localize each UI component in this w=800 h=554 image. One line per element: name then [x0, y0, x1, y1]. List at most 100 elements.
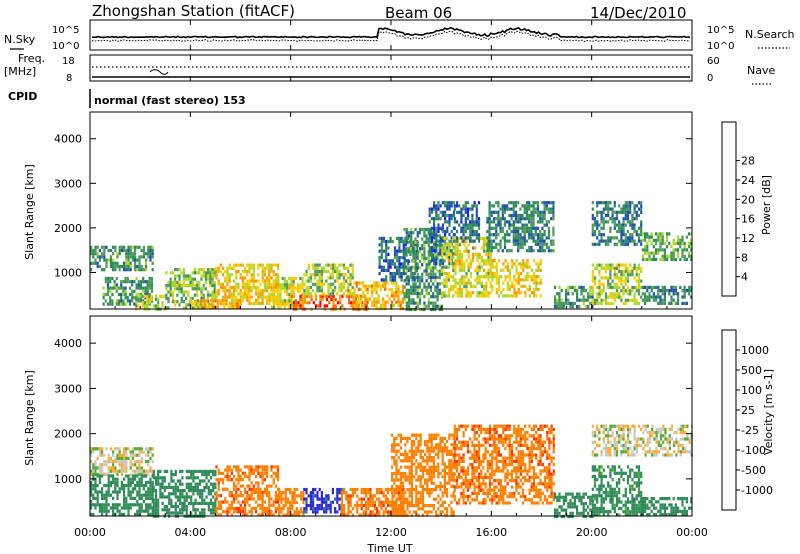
heatmap-cell: [384, 281, 387, 285]
heatmap-cell: [582, 289, 585, 293]
heatmap-cell: [129, 248, 132, 253]
heatmap-cell: [128, 292, 132, 297]
heatmap-cell: [604, 201, 608, 205]
heatmap-cell: [421, 256, 424, 260]
heatmap-cell: [194, 501, 197, 505]
heatmap-cell: [193, 271, 196, 275]
heatmap-cell: [446, 207, 449, 211]
heatmap-cell: [591, 273, 594, 277]
heatmap-cell: [417, 462, 420, 466]
heatmap-cell: [140, 484, 143, 488]
heatmap-cell: [248, 471, 251, 475]
heatmap-cell: [506, 265, 509, 269]
heatmap-cell: [154, 492, 158, 496]
heatmap-cell: [233, 510, 236, 514]
heatmap-cell: [618, 266, 621, 270]
heatmap-cell: [620, 269, 623, 274]
heatmap-cell: [490, 245, 493, 250]
heatmap-cell: [476, 294, 479, 298]
heatmap-cell: [552, 207, 555, 211]
heatmap-cell: [622, 273, 625, 277]
heatmap-cell: [90, 472, 93, 476]
heatmap-cell: [239, 289, 242, 293]
heatmap-cell: [239, 298, 242, 302]
heatmap-cell: [244, 292, 247, 296]
heatmap-cell: [113, 283, 116, 287]
heatmap-cell: [266, 263, 269, 267]
heatmap-cell: [519, 207, 522, 211]
heatmap-cell: [252, 468, 255, 472]
heatmap-cell: [250, 465, 253, 469]
heatmap-cell: [425, 266, 428, 270]
heatmap-cell: [120, 463, 123, 467]
heatmap-cell: [464, 223, 467, 227]
heatmap-cell: [168, 498, 171, 502]
heatmap-cell: [539, 262, 542, 266]
heatmap-cell: [429, 288, 433, 292]
heatmap-cell: [624, 263, 627, 267]
heatmap-cell: [192, 479, 195, 483]
heatmap-cell: [631, 213, 634, 218]
heatmap-cell: [640, 229, 643, 234]
heatmap-cell: [105, 500, 108, 504]
heatmap-cell: [90, 503, 93, 507]
heatmap-cell: [228, 279, 231, 283]
heatmap-cell: [215, 506, 218, 511]
heatmap-cell: [415, 465, 418, 469]
heatmap-cell: [96, 447, 99, 451]
heatmap-cell: [207, 290, 210, 294]
heatmap-cell: [415, 488, 418, 492]
heatmap-cell: [257, 465, 260, 469]
heatmap-cell: [659, 295, 662, 299]
heatmap-cell: [241, 500, 244, 504]
heatmap-cell: [305, 487, 308, 492]
heatmap-cell: [450, 256, 453, 260]
heatmap-cell: [508, 249, 511, 253]
heatmap-cell: [320, 491, 323, 495]
heatmap-cell: [334, 510, 337, 514]
heatmap-cell: [395, 436, 398, 440]
heatmap-cell: [196, 476, 199, 480]
heatmap-cell: [659, 257, 662, 262]
heatmap-cell: [604, 263, 608, 267]
heatmap-cell: [142, 493, 145, 497]
heatmap-cell: [539, 220, 542, 224]
heatmap-cell: [441, 291, 444, 295]
heatmap-cell: [447, 294, 450, 298]
heatmap-cell: [437, 201, 440, 205]
heatmap-cell: [290, 299, 293, 303]
heatmap-cell: [598, 292, 601, 296]
heatmap-cell: [307, 289, 310, 293]
heatmap-cell: [292, 299, 295, 303]
heatmap-cell: [666, 238, 669, 242]
heatmap-cell: [530, 236, 533, 240]
heatmap-cell: [412, 282, 415, 286]
heatmap-cell: [395, 443, 398, 447]
heatmap-cell: [281, 302, 284, 306]
heatmap-cell: [514, 201, 518, 205]
heatmap-cell: [486, 220, 489, 224]
heatmap-cell: [146, 286, 149, 290]
heatmap-cell: [434, 275, 437, 280]
heatmap-cell: [407, 304, 411, 308]
heatmap-cell: [185, 505, 188, 509]
heatmap-cell: [450, 204, 453, 208]
heatmap-cell: [382, 513, 385, 517]
heatmap-cell: [679, 245, 682, 249]
heatmap-cell: [261, 468, 264, 472]
heatmap-cell: [325, 500, 328, 504]
heatmap-cell: [432, 291, 435, 296]
heatmap-cell: [257, 497, 260, 501]
heatmap-cell: [172, 473, 175, 477]
heatmap-cell: [239, 468, 242, 472]
heatmap-cell: [212, 485, 215, 489]
heatmap-cell: [138, 245, 141, 249]
heatmap-cell: [129, 264, 132, 269]
heatmap-cell: [512, 242, 515, 246]
heatmap-cell: [204, 271, 207, 275]
heatmap-cell: [217, 506, 220, 511]
heatmap-cell: [415, 504, 418, 508]
heatmap-cell: [506, 204, 509, 208]
heatmap-cell: [626, 204, 630, 208]
heatmap-cell: [635, 289, 638, 293]
